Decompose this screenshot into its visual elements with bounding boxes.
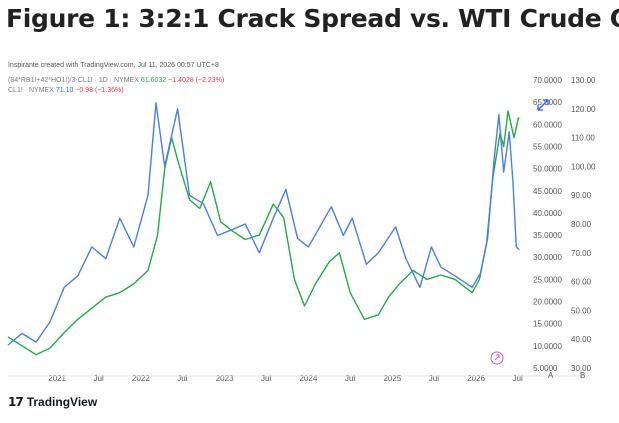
x-tick-label: 2022 (132, 374, 150, 383)
tradingview-logo-icon[interactable]: 17 (8, 395, 24, 409)
legend-crack-spread[interactable]: (84*RB1!+42*HO1!)/3-CL1! · 1D · NYMEX 61… (8, 77, 224, 84)
legend-wti-change: −0.98 (−1.36%) (75, 87, 124, 94)
crack-spread-series-line (7, 110, 520, 356)
y-right-tick-label: 130.00 (571, 76, 596, 85)
x-tick-label: 2025 (383, 374, 401, 383)
y-right-tick-label: 120.00 (571, 105, 596, 114)
legend-wti[interactable]: CL1! · NYMEX 71.10 −0.98 (−1.36%) (8, 87, 124, 94)
y-right-tick-label: 100.00 (571, 162, 596, 171)
footer-brand: TradingView (26, 395, 98, 409)
y-left-tick-label: 35.0000 (533, 231, 562, 240)
legend-crack-change: −1.4028 (−2.23%) (168, 77, 225, 84)
y-right-tick-label: 40.00 (571, 335, 592, 344)
y-left-tick-label: 20.0000 (533, 298, 562, 307)
y-right-tick-label: 80.00 (571, 220, 592, 229)
y-left-tick-label: 40.0000 (533, 209, 562, 218)
x-tick-label: 2024 (299, 374, 317, 383)
y-left-tick-label: 55.0000 (533, 142, 562, 151)
x-tick-label: 2026 (467, 374, 485, 383)
y-left-tick-label: 50.0000 (533, 165, 562, 174)
y-right-tick-label: 60.00 (571, 278, 592, 287)
legend-wti-symbol: CL1! · NYMEX (8, 87, 54, 94)
series-layer (7, 102, 520, 356)
y-left-tick-label: 15.0000 (533, 320, 562, 329)
y-axis-left: 70.000065.000060.000055.000050.000045.00… (533, 76, 562, 373)
footer: 17 TradingView (8, 395, 97, 409)
y-right-tick-label: 110.00 (571, 134, 595, 143)
y-left-tick-label: 10.0000 (533, 342, 562, 351)
y-axis-right: 130.00 120.00 110.00 100.00 90.00 80.00 70.00 6… (571, 76, 596, 373)
y-left-tick-label: 45.0000 (533, 187, 562, 196)
x-tick-label: Jul (261, 374, 271, 383)
y-right-tick-label: 30.00 (571, 364, 592, 373)
legend-crack-last: 61.6032 (140, 77, 167, 84)
auto-scale-button[interactable]: A (548, 371, 554, 380)
y-right-tick-label: 90.00 (571, 191, 592, 200)
y-right-tick-label: 70.00 (571, 249, 592, 258)
y-left-tick-label: 60.0000 (533, 120, 562, 129)
page-title: Figure 1: 3:2:1 Crack Spread vs. WTI Cru… (6, 4, 619, 33)
y-right-tick-label: 50.00 (571, 306, 592, 315)
x-tick-label: Jul (513, 374, 523, 383)
wti-series-line (7, 102, 520, 346)
x-tick-label: 2021 (48, 374, 66, 383)
expand-arrows-icon[interactable] (537, 99, 549, 111)
legend-wti-last: 71.10 (55, 87, 74, 94)
x-tick-label: Jul (177, 374, 187, 383)
x-tick-label: Jul (429, 374, 439, 383)
legend-crack-symbol: (84*RB1!+42*HO1!)/3-CL1! · 1D · NYMEX (8, 77, 139, 84)
shield-badge-icon[interactable] (490, 351, 504, 365)
x-tick-label: Jul (345, 374, 355, 383)
x-tick-label: 2023 (216, 374, 234, 383)
y-left-tick-label: 5.0000 (533, 364, 558, 373)
chart-credit: Inspirante created with TradingView.com,… (8, 62, 219, 69)
x-axis: 2021 Jul 2022 Jul 2023 Jul 2024 Jul 2025 Jul 2026 J… (48, 374, 523, 383)
y-left-tick-label: 70.0000 (533, 76, 562, 85)
log-scale-button[interactable]: B (580, 371, 585, 380)
y-left-tick-label: 30.0000 (533, 253, 562, 262)
y-left-tick-label: 25.0000 (533, 275, 562, 284)
x-tick-label: Jul (94, 374, 104, 383)
